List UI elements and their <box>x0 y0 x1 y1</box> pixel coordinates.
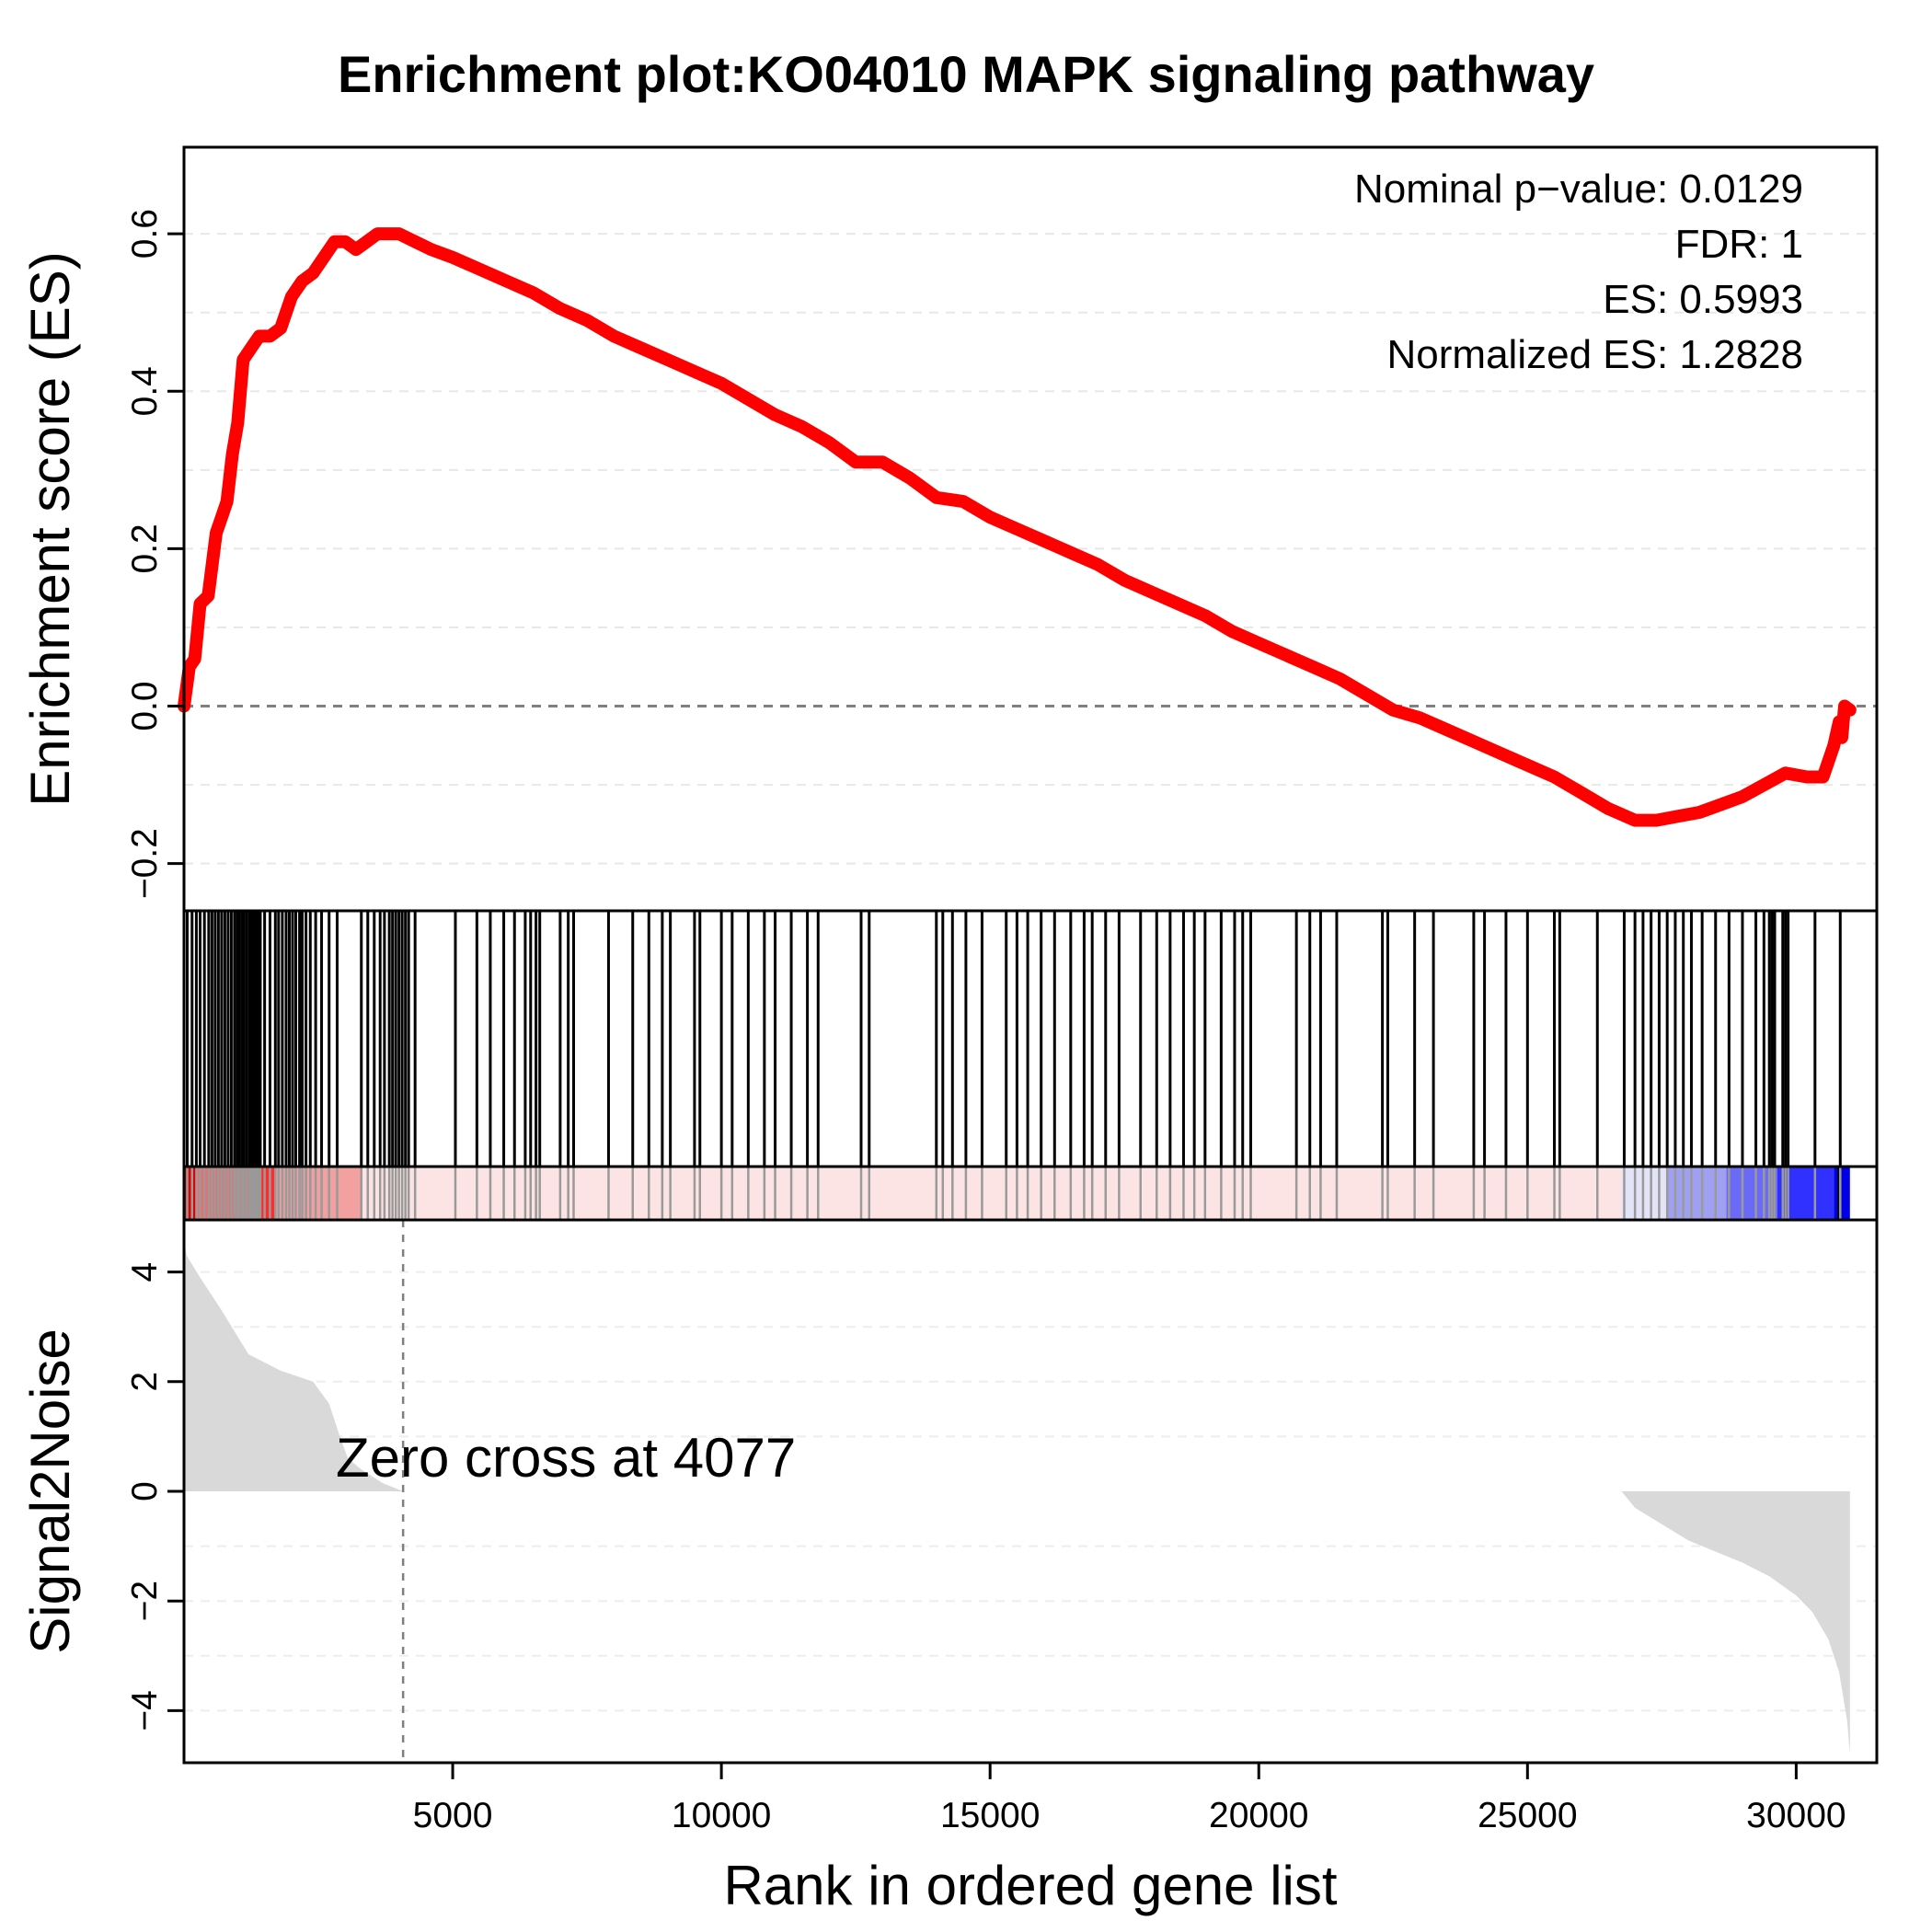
color-strip-segment <box>1621 1167 1668 1220</box>
stat-line: FDR: 1 <box>1675 222 1803 267</box>
color-strip-segment <box>1777 1167 1834 1220</box>
stat-line: Nominal p−value: 0.0129 <box>1354 167 1803 212</box>
es-y-tick-label: 0.2 <box>125 523 165 573</box>
metric-y-tick-label: 2 <box>125 1372 165 1392</box>
es-y-tick-label: 0.6 <box>125 209 165 259</box>
es-series-line <box>178 227 1857 827</box>
metric-y-tick-label: −4 <box>125 1690 165 1731</box>
es-y-tick-label: 0.0 <box>125 681 165 730</box>
es-y-tick-label: 0.4 <box>125 366 165 416</box>
x-axis-title: Rank in ordered gene list <box>723 1855 1337 1916</box>
x-tick-label: 30000 <box>1746 1796 1846 1835</box>
color-strip-hit-marks <box>186 1167 1842 1220</box>
gene-hit-lines <box>186 911 1842 1167</box>
x-tick-label: 25000 <box>1478 1796 1577 1835</box>
es-y-tick-label: −0.2 <box>125 828 165 899</box>
chart-title: Enrichment plot:KO04010 MAPK signaling p… <box>338 45 1594 103</box>
color-strip-segment <box>361 1167 1622 1220</box>
metric-y-axis: −4 −2 0 2 4 <box>125 1262 184 1731</box>
metric-y-axis-title: Signal2Noise <box>19 1328 81 1654</box>
es-panel: −0.2 0.0 0.2 0.4 0.6 Enrichment score (ES) N… <box>19 145 1879 913</box>
stat-line: Normalized ES: 1.2828 <box>1387 332 1803 377</box>
hits-panel <box>182 909 1879 1168</box>
color-strip-segment <box>1834 1167 1850 1220</box>
x-tick-label: 10000 <box>672 1796 771 1835</box>
metric-y-tick-label: 0 <box>125 1481 165 1501</box>
ranked-color-strip <box>182 1165 1879 1222</box>
metric-profile-fill <box>184 1238 1850 1755</box>
x-axis: 5000 10000 15000 20000 25000 30000 <box>413 1763 1846 1835</box>
x-tick-label: 5000 <box>413 1796 493 1835</box>
es-gridlines <box>184 233 1877 865</box>
metric-panel: Zero cross at 4077 −4 −2 0 2 4 Signal2Noise <box>19 1218 1879 1765</box>
metric-gridlines <box>184 1271 1877 1712</box>
es-y-axis-title: Enrichment score (ES) <box>19 251 81 807</box>
stat-line: ES: 0.5993 <box>1603 277 1803 322</box>
metric-y-tick-label: 4 <box>125 1262 165 1282</box>
zero-cross-label: Zero cross at 4077 <box>336 1427 796 1489</box>
x-tick-label: 20000 <box>1209 1796 1308 1835</box>
es-y-axis: −0.2 0.0 0.2 0.4 0.6 <box>125 209 184 899</box>
x-tick-label: 15000 <box>940 1796 1040 1835</box>
stats-box: Nominal p−value: 0.0129 FDR: 1 ES: 0.5993 N… <box>1354 167 1803 377</box>
metric-y-tick-label: −2 <box>125 1581 165 1621</box>
